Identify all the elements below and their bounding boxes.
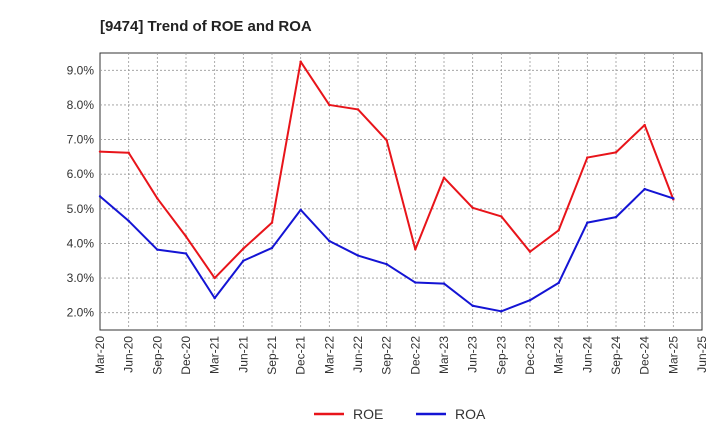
x-tick-label: Jun-22 <box>351 336 365 373</box>
y-tick-label: 2.0% <box>67 306 95 320</box>
x-tick-label: Mar-22 <box>322 336 336 374</box>
data-point-roe <box>471 206 474 209</box>
x-tick-label: Dec-24 <box>638 336 652 375</box>
data-point-roe <box>356 108 360 111</box>
x-tick-label: Sep-24 <box>609 336 623 375</box>
data-point-roe <box>643 123 646 127</box>
data-point-roa <box>213 296 216 300</box>
data-point-roe <box>242 247 245 250</box>
x-tick-label: Mar-20 <box>93 336 107 374</box>
data-point-roe <box>557 229 560 232</box>
data-point-roa <box>385 263 388 266</box>
data-point-roa <box>643 187 646 191</box>
y-tick-label: 4.0% <box>67 236 95 250</box>
y-tick-label: 6.0% <box>67 167 95 181</box>
data-point-roa <box>356 254 360 257</box>
x-tick-label: Jun-21 <box>236 336 250 373</box>
y-axis-tick-labels: 2.0% 3.0% 4.0% 5.0% 6.0% 7.0% 8.0% 9.0% <box>67 63 95 319</box>
data-point-roe <box>528 250 532 253</box>
y-tick-label: 5.0% <box>67 202 95 216</box>
data-point-roe <box>156 197 159 200</box>
data-point-roe <box>213 276 216 280</box>
data-point-roa <box>500 310 503 313</box>
data-point-roa <box>242 259 245 262</box>
data-point-roa <box>471 304 474 307</box>
x-tick-label: Sep-23 <box>494 336 508 375</box>
data-point-roa <box>98 195 102 198</box>
x-tick-label: Mar-21 <box>208 336 222 374</box>
data-point-roa <box>414 281 417 284</box>
data-point-roa <box>442 282 446 285</box>
grid-lines <box>100 53 702 330</box>
x-tick-label: Dec-23 <box>523 336 537 375</box>
data-point-roa <box>127 219 130 223</box>
x-tick-label: Sep-20 <box>150 336 164 375</box>
x-tick-label: Sep-22 <box>380 336 394 375</box>
legend-label-roa: ROA <box>455 406 486 422</box>
data-point-roa <box>156 248 159 251</box>
x-tick-label: Dec-21 <box>294 336 308 375</box>
x-tick-label: Jun-20 <box>122 336 136 373</box>
x-tick-label: Mar-25 <box>666 336 680 374</box>
data-point-roe <box>414 248 417 251</box>
legend-label-roe: ROE <box>353 406 383 422</box>
data-point-roe <box>442 176 446 179</box>
data-point-roe <box>328 103 331 107</box>
y-tick-label: 7.0% <box>67 133 95 147</box>
data-point-roa <box>586 221 589 224</box>
data-point-roa <box>270 246 274 250</box>
data-point-roa <box>528 299 532 302</box>
data-point-roe <box>127 151 130 154</box>
x-tick-label: Jun-25 <box>695 336 709 373</box>
data-point-roe <box>385 139 388 142</box>
data-point-roe <box>270 221 274 224</box>
data-point-roe <box>614 151 618 154</box>
chart-title: [9474] Trend of ROE and ROA <box>100 18 312 35</box>
x-axis-tick-labels: Mar-20 Jun-20 Sep-20 Dec-20 Mar-21 Jun-21 Sep-… <box>93 336 709 375</box>
y-tick-label: 3.0% <box>67 271 95 285</box>
y-tick-label: 9.0% <box>67 63 95 77</box>
y-tick-label: 8.0% <box>67 98 95 112</box>
x-tick-label: Jun-23 <box>466 336 480 373</box>
x-tick-label: Mar-24 <box>552 336 566 374</box>
data-point-roe <box>184 235 188 238</box>
data-point-roe <box>299 60 302 63</box>
data-point-roa <box>328 239 331 243</box>
data-point-roe <box>500 215 503 218</box>
x-tick-label: Mar-23 <box>437 336 451 374</box>
data-point-roa <box>614 215 618 219</box>
legend: ROE ROA <box>314 406 486 422</box>
x-tick-label: Dec-22 <box>408 336 422 375</box>
data-point-roe <box>586 156 589 159</box>
x-tick-label: Jun-24 <box>580 336 594 373</box>
x-tick-label: Dec-20 <box>179 336 193 375</box>
series-lines <box>98 60 675 313</box>
data-point-roe <box>98 150 102 153</box>
data-point-roa <box>557 281 560 285</box>
x-tick-label: Sep-21 <box>265 336 279 375</box>
data-point-roa <box>299 208 302 212</box>
data-point-roa <box>184 252 188 255</box>
data-point-roa <box>672 197 675 200</box>
